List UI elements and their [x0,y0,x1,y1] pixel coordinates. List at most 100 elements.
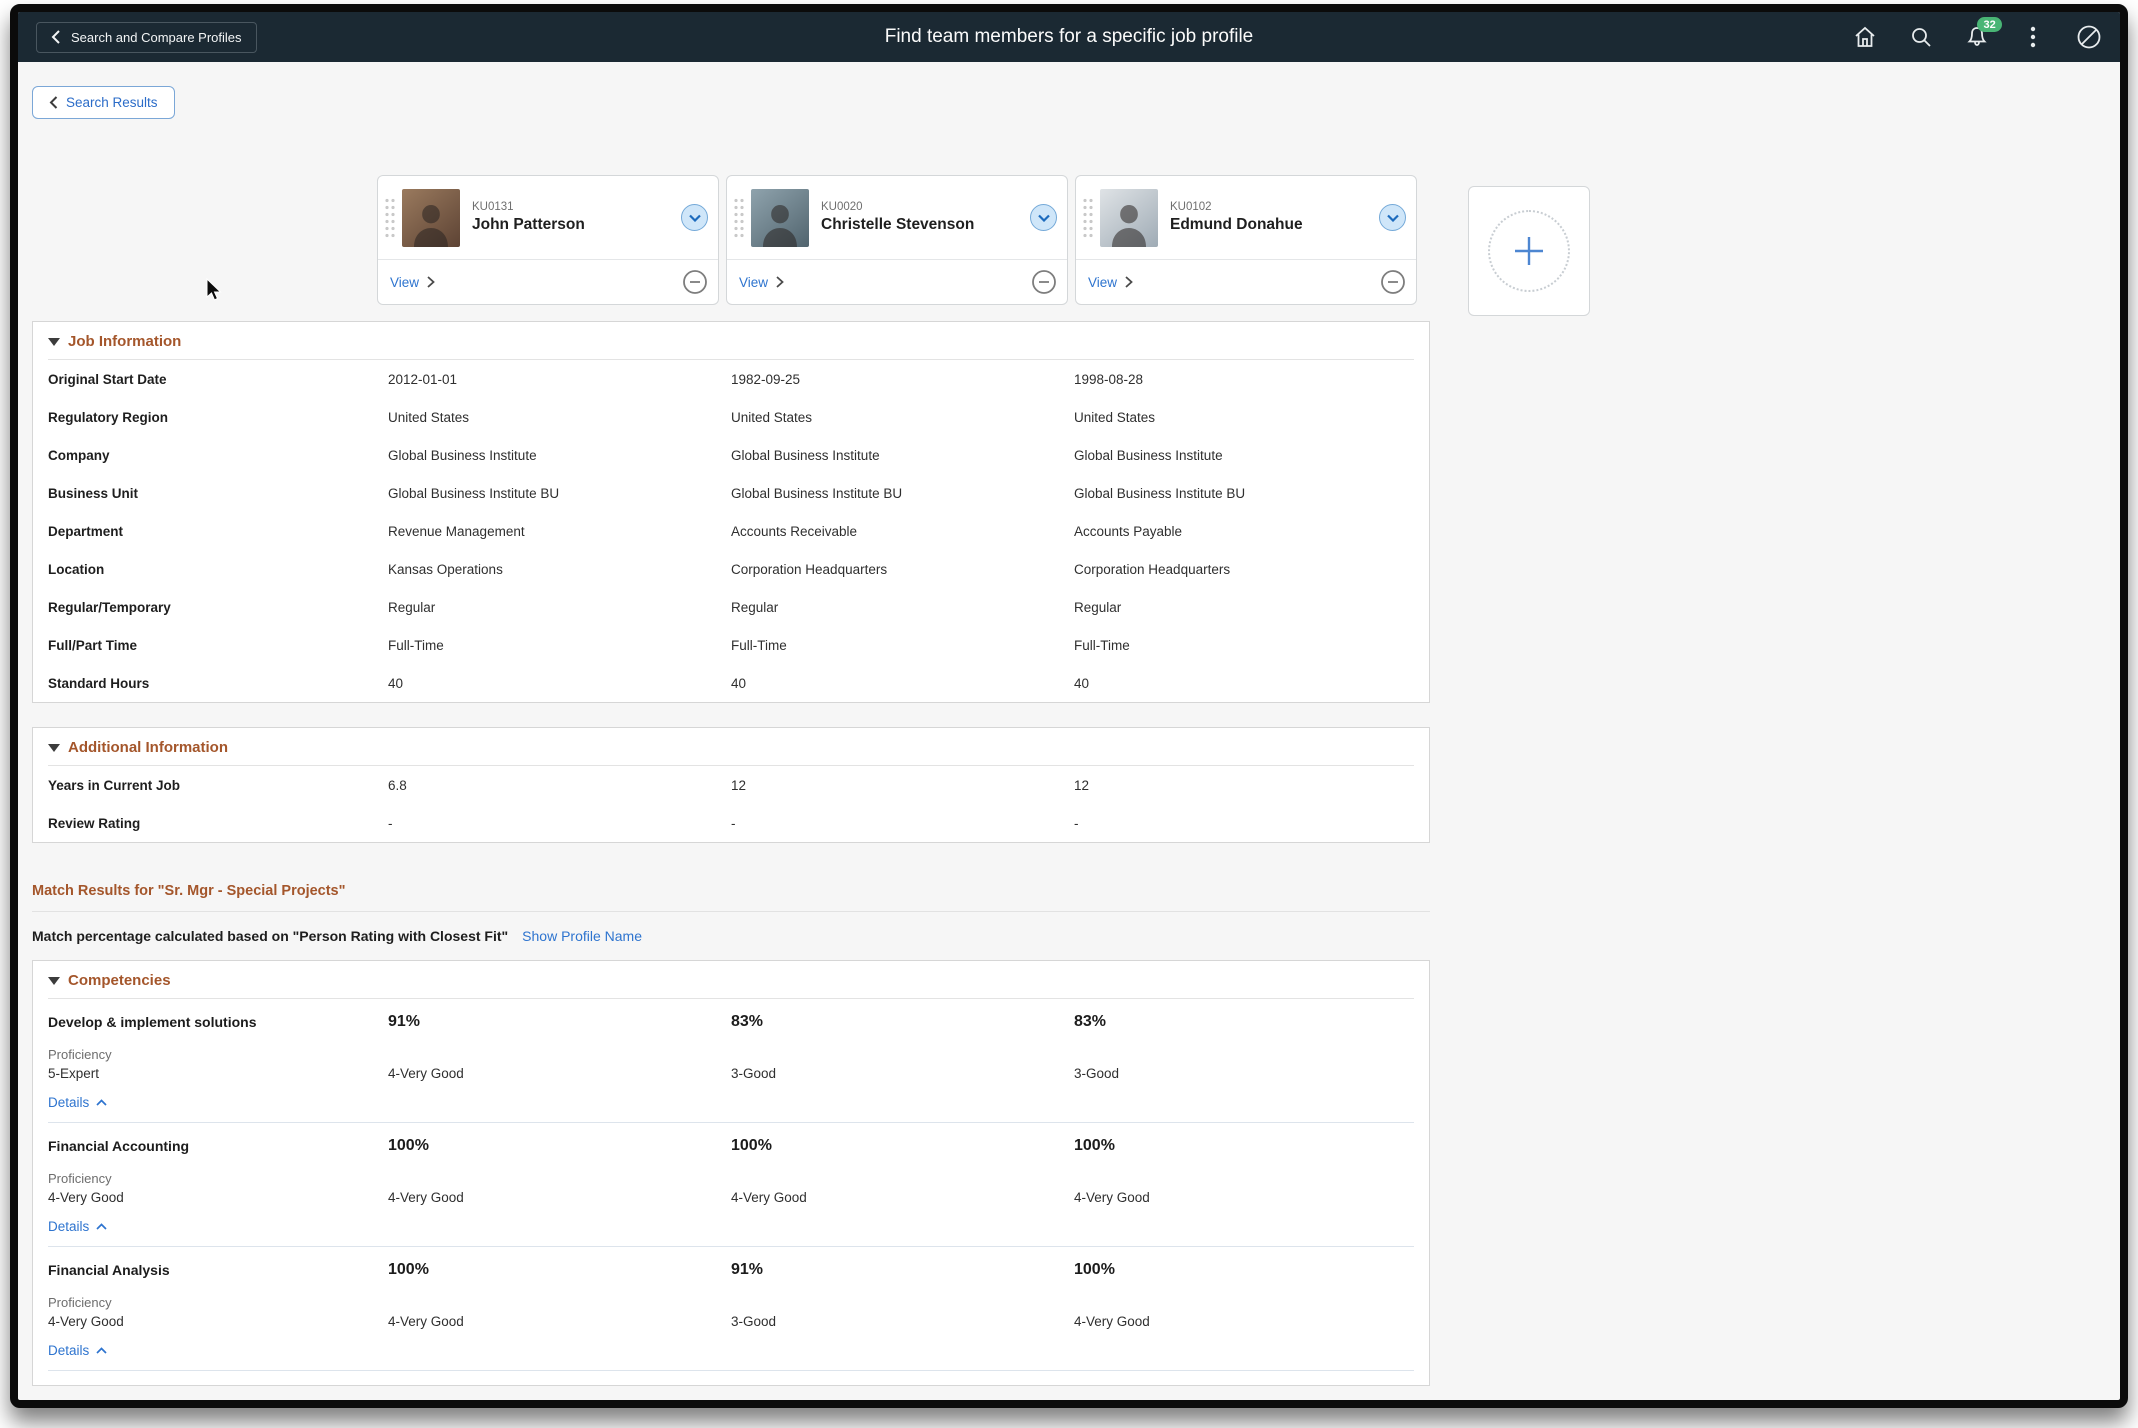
collapse-triangle-icon [48,337,60,346]
details-toggle-link[interactable]: Details [48,1095,107,1110]
table-row: Location Kansas Operations Corporation H… [48,550,1414,588]
proficiency-rating-1: 4-Very Good [388,1190,464,1205]
proficiency-rating-3: 4-Very Good [1074,1190,1150,1205]
remove-profile-button[interactable] [682,269,708,295]
row-value-3: Global Business Institute [1074,448,1223,463]
table-row: Regulatory Region United States United S… [48,398,1414,436]
notifications-bell-icon[interactable]: 32 [1964,17,2003,50]
view-profile-link[interactable]: View [1088,275,1133,290]
row-label: Review Rating [48,816,141,831]
remove-profile-button[interactable] [1380,269,1406,295]
row-value-3: 12 [1074,778,1090,793]
related-actions-button[interactable] [681,204,708,231]
profile-card: KU0020 Christelle Stevenson View [726,175,1068,305]
chevron-up-icon [96,1347,107,1354]
row-value-2: Corporation Headquarters [731,562,888,577]
details-toggle-link[interactable]: Details [48,1219,107,1234]
proficiency-label: Proficiency [48,1171,112,1186]
back-button[interactable]: Search and Compare Profiles [36,21,257,53]
row-value-1: Revenue Management [388,524,525,539]
competency-name: Financial Accounting [48,1138,190,1154]
collapse-triangle-icon [48,743,60,752]
job-information-header[interactable]: Job Information [48,322,1414,360]
competency-name: Develop & implement solutions [48,1014,257,1030]
row-value-3: Global Business Institute BU [1074,486,1246,501]
search-icon[interactable] [1908,24,1934,50]
screenshot-frame: Find team members for a specific job pro… [10,4,2128,1408]
chevron-down-icon [1386,214,1399,222]
collapse-triangle-icon [48,976,60,985]
view-link-label: View [390,274,420,290]
row-value-2: Regular [731,600,779,615]
match-percent-1: 100% [388,1261,429,1278]
table-row: Years in Current Job 6.8 12 12 [48,766,1414,804]
chevron-left-icon [51,30,60,44]
add-circle [1488,210,1570,292]
chevron-right-icon [1125,276,1133,288]
table-row: Department Revenue Management Accounts R… [48,512,1414,550]
chevron-up-icon [96,1223,107,1230]
profile-photo [751,188,809,247]
row-label: Full/Part Time [48,638,138,653]
chevron-up-icon [96,1099,107,1106]
profile-photo [1100,188,1158,247]
row-value-3: - [1074,816,1079,831]
required-proficiency-value: 5-Expert [48,1066,100,1081]
competency-score-line: Develop & implement solutions 91% 83% 83… [48,1013,1414,1031]
show-profile-name-link[interactable]: Show Profile Name [522,928,642,944]
competency-proficiency-line: Proficiency 5-Expert 4-Very Good 3-Good … [48,1047,1414,1081]
row-value-3: Full-Time [1074,638,1130,653]
drag-handle-icon[interactable] [384,196,396,239]
row-label: Years in Current Job [48,778,181,793]
titlebar-icons: 32 [1852,17,2102,50]
person-silhouette-icon [1112,204,1146,247]
details-toggle-link[interactable]: Details [48,1343,107,1358]
employee-id: KU0102 [1170,201,1212,213]
view-profile-link[interactable]: View [739,275,784,290]
row-label: Company [48,448,110,463]
related-actions-button[interactable] [1030,204,1057,231]
profile-identity: KU0020 Christelle Stevenson [821,201,974,234]
profile-card-header: KU0102 Edmund Donahue [1076,176,1416,260]
related-actions-button[interactable] [1379,204,1406,231]
proficiency-rating-1: 4-Very Good [388,1314,464,1329]
match-basis-text: Match percentage calculated based on "Pe… [32,928,509,944]
person-silhouette-icon [763,204,797,247]
row-value-3: United States [1074,410,1156,425]
navbar-icon[interactable] [2076,24,2102,50]
required-proficiency: Proficiency 4-Very Good [48,1295,388,1329]
actions-kebab-icon[interactable] [2020,24,2046,50]
row-value-1: 40 [388,676,404,691]
row-value-2: United States [731,410,813,425]
job-information-rows: Original Start Date 2012-01-01 1982-09-2… [48,360,1414,702]
additional-information-header[interactable]: Additional Information [48,728,1414,766]
match-percent-3: 83% [1074,1013,1107,1030]
home-icon[interactable] [1852,24,1878,50]
drag-handle-icon[interactable] [1082,196,1094,239]
competencies-panel: Competencies Develop & implement solutio… [32,960,1430,1386]
required-proficiency-value: 4-Very Good [48,1314,124,1329]
proficiency-label: Proficiency [48,1047,112,1062]
profile-identity: KU0131 John Patterson [472,201,585,234]
back-button-label: Search and Compare Profiles [71,29,242,45]
row-value-3: 1998-08-28 [1074,372,1144,387]
proficiency-rating-2: 4-Very Good [731,1190,807,1205]
view-profile-link[interactable]: View [390,275,435,290]
match-results-heading: Match Results for "Sr. Mgr - Special Pro… [32,883,346,899]
row-value-1: 2012-01-01 [388,372,458,387]
proficiency-rating-1: 4-Very Good [388,1066,464,1081]
profile-card-footer: View [1076,260,1416,304]
add-profile-card[interactable] [1468,186,1590,316]
profile-card-footer: View [727,260,1067,304]
row-label: Location [48,562,105,577]
competencies-header[interactable]: Competencies [48,961,1414,999]
row-value-1: 6.8 [388,778,407,793]
drag-handle-icon[interactable] [733,196,745,239]
row-value-1: Full-Time [388,638,444,653]
details-link-label: Details [48,1343,90,1358]
match-percent-3: 100% [1074,1261,1115,1278]
row-value-1: - [388,816,393,831]
search-results-button[interactable]: Search Results [32,86,175,119]
plus-icon [1515,237,1543,265]
remove-profile-button[interactable] [1031,269,1057,295]
